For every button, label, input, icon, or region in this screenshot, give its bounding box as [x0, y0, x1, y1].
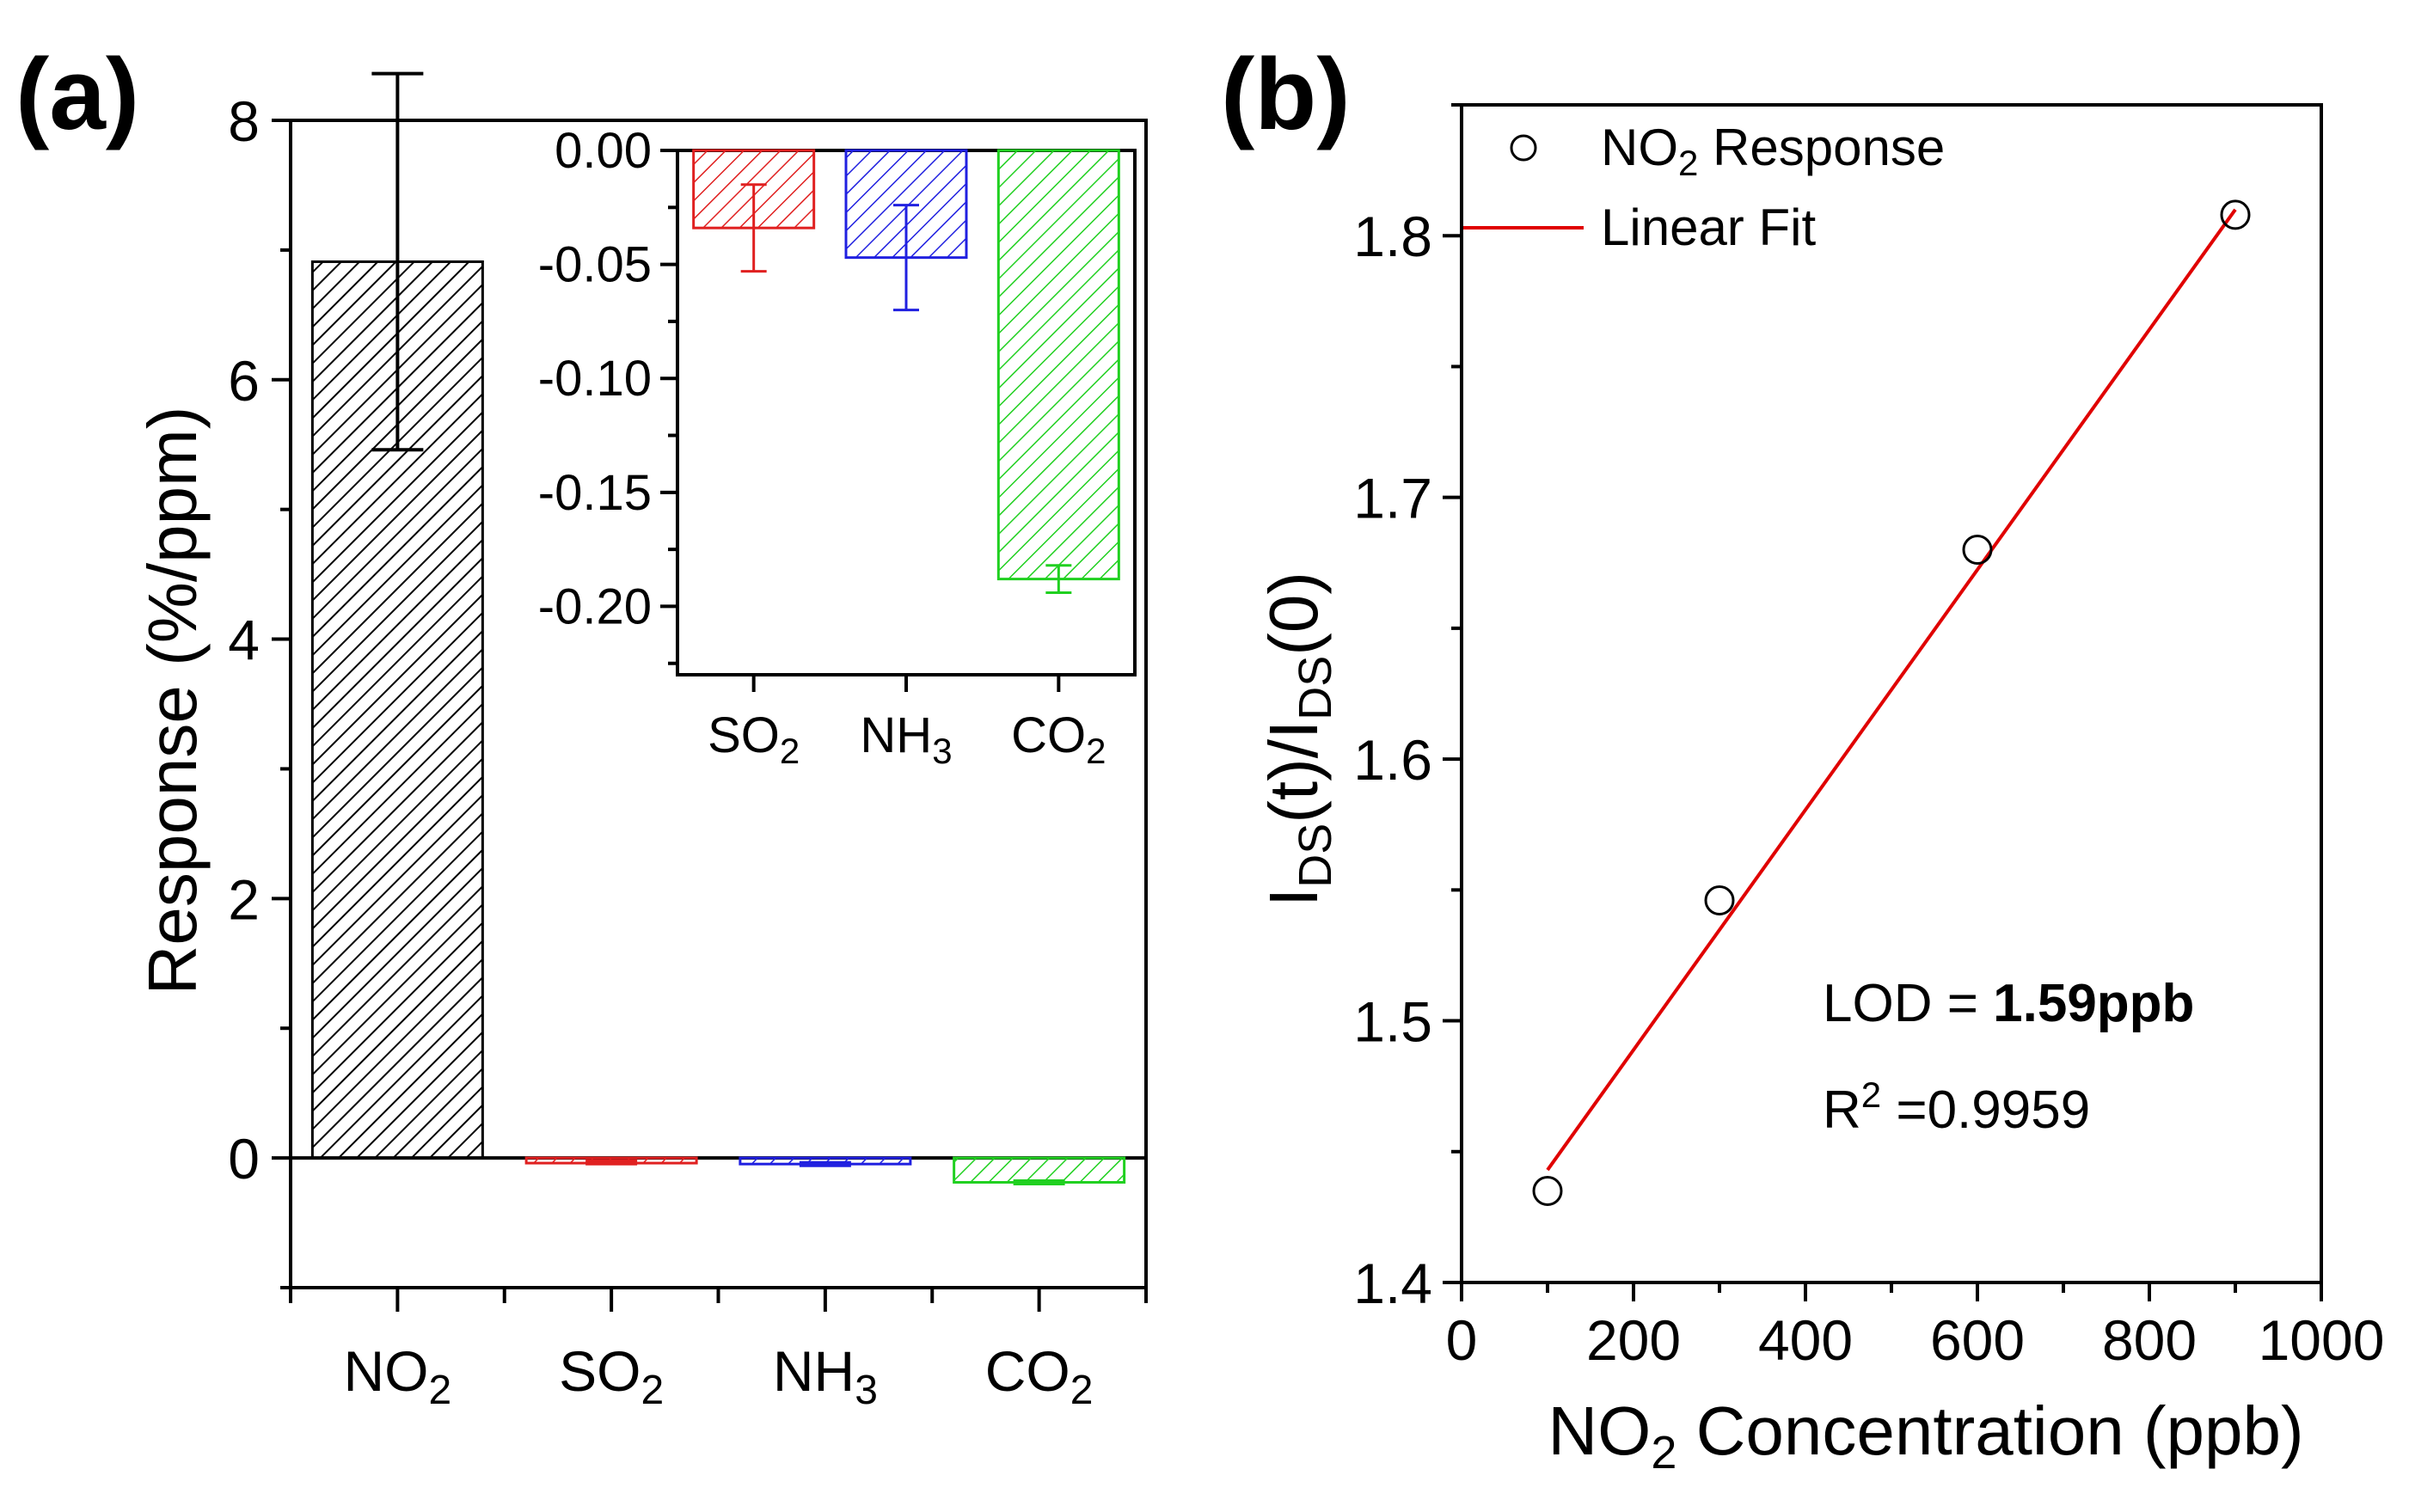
panel-a-xtick-label-co2: CO2 [985, 1339, 1094, 1413]
linear-fit-line [1546, 208, 2237, 1172]
panel-a-inset: 0.00 -0.05 -0.10 -0.15 -0.20 SO2 NH3 CO2 [538, 123, 1137, 771]
data-point [1962, 535, 1993, 566]
panel-a-ytick-label: 6 [228, 349, 260, 413]
panel-a-label: (a) [15, 38, 139, 151]
data-point [1704, 885, 1735, 916]
data-point [1532, 1175, 1563, 1206]
panel-b-ytick-label: 1.6 [1353, 728, 1432, 792]
panel-b-xlabel: NO2 Concentration (ppb) [1548, 1393, 2303, 1478]
panel-a-ytick-label: 0 [228, 1127, 260, 1191]
panel-b-ytick-label: 1.7 [1353, 467, 1432, 530]
panel-b-legend: NO2 Response Linear Fit [1463, 119, 1945, 256]
inset-ytick-label: -0.15 [538, 465, 652, 521]
inset-xtick-label-co2: CO2 [1011, 707, 1106, 771]
legend-entry-linear-fit: Linear Fit [1601, 199, 1816, 256]
panel-b: (b) 0 200 400 600 800 1000 1.4 1.5 1.6 1.7 1.8 NO2… [1221, 38, 2384, 1478]
panel-a-ytick-label: 2 [228, 867, 260, 931]
panel-b-xtick-label: 400 [1758, 1308, 1853, 1372]
panel-b-ytick-label: 1.5 [1353, 990, 1432, 1054]
inset-bar-co2 [996, 149, 1120, 581]
panel-b-xtick-label: 600 [1930, 1308, 2025, 1372]
inset-xtick-label-so2: SO2 [708, 707, 800, 771]
panel-a-ylabel: Response (%/ppm) [134, 407, 211, 995]
panel-b-label: (b) [1221, 38, 1351, 151]
inset-ytick-label: 0.00 [555, 123, 652, 179]
panel-a-plot: 0 2 4 6 8 NO2 SO2 NH3 CO2 [228, 71, 1148, 1413]
panel-a-ytick-label: 8 [228, 89, 260, 153]
legend-entry-no2-response: NO2 Response [1601, 119, 1945, 183]
panel-a-ytick-label: 4 [228, 609, 260, 672]
panel-a: (a) Response (%/ppm) 0 2 4 6 8 NO2 SO2 NH3 CO2 0… [15, 38, 1148, 1413]
inset-ytick-label: -0.05 [538, 237, 652, 293]
inset-ytick-label: -0.10 [538, 351, 652, 407]
bar-co2 [953, 1156, 1126, 1184]
panel-a-xtick-label-so2: SO2 [559, 1339, 664, 1413]
inset-xtick-label-nh3: NH3 [860, 707, 952, 771]
panel-b-plot: 0 200 400 600 800 1000 1.4 1.5 1.6 1.7 1.8 [1353, 103, 2385, 1372]
lod-annotation: LOD = 1.59ppb [1823, 974, 2194, 1033]
panel-b-annotations: LOD = 1.59ppb R2 =0.9959 [1823, 974, 2194, 1140]
panel-b-xtick-label: 1000 [2259, 1308, 2385, 1372]
data-point [2220, 199, 2251, 230]
panel-b-xtick-label: 0 [1446, 1308, 1478, 1372]
inset-ytick-label: -0.20 [538, 578, 652, 634]
r2-annotation: R2 =0.9959 [1823, 1074, 2090, 1140]
panel-b-ytick-label: 1.4 [1353, 1252, 1432, 1315]
panel-b-xtick-label: 200 [1586, 1308, 1681, 1372]
legend-marker-circle [1510, 134, 1537, 162]
panel-a-xtick-label-nh3: NH3 [773, 1339, 878, 1413]
panel-a-xtick-label-no2: NO2 [344, 1339, 452, 1413]
panel-b-xtick-label: 800 [2102, 1308, 2197, 1372]
panel-b-ylabel: IDS(t)/IDS(0) [1255, 572, 1341, 907]
panel-b-ytick-label: 1.8 [1353, 205, 1432, 268]
